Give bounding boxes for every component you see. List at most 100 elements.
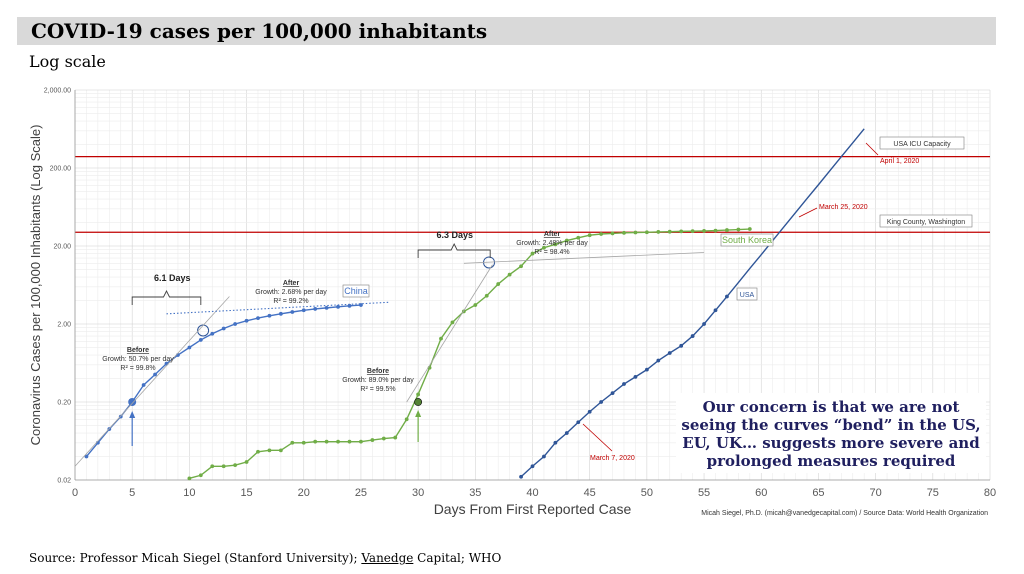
data-point (576, 235, 581, 240)
data-point (736, 227, 741, 232)
icu-capacity-label: USA ICU Capacity (893, 141, 951, 148)
data-point (198, 338, 203, 342)
data-point (84, 454, 89, 459)
data-point (450, 320, 455, 325)
data-point (519, 264, 523, 269)
icu-capacity-label-box (879, 136, 965, 150)
usa-label: USA (740, 292, 755, 299)
data-point (256, 449, 260, 454)
data-point (404, 417, 409, 422)
data-point (702, 229, 706, 233)
x-tick-label: 10 (183, 487, 195, 499)
data-point (141, 383, 146, 387)
data-point (324, 305, 329, 310)
x-tick-label: 5 (129, 487, 135, 499)
march25-label: March 25, 2020 (819, 204, 868, 211)
data-point (644, 367, 649, 372)
data-point (336, 439, 340, 444)
data-point (244, 318, 249, 323)
korea-gap-label: 6.3 Days (436, 230, 473, 240)
korea-after-title: After (544, 231, 561, 238)
china-label-box (342, 284, 370, 298)
korea-arrow-head (415, 410, 422, 417)
data-point (564, 431, 569, 435)
y-axis-label: Coronavirus Cases per 100,000 Inhabitant… (28, 125, 43, 446)
china-label: China (344, 286, 368, 296)
usa-label-box (736, 287, 758, 301)
china-before-r2: R² = 99.8% (120, 365, 155, 372)
april1-label: April 1, 2020 (880, 158, 919, 165)
march7-pointer (582, 423, 613, 452)
x-tick-label: 25 (355, 487, 367, 499)
data-point (244, 460, 249, 464)
data-point (153, 372, 157, 377)
data-point (507, 272, 512, 277)
data-point (233, 463, 238, 468)
data-point (747, 227, 752, 231)
data-point (198, 473, 203, 478)
data-point (610, 391, 615, 396)
data-point (313, 439, 318, 444)
data-point (633, 230, 638, 235)
y-tick-label: 0.20 (57, 400, 71, 407)
data-point (599, 232, 604, 236)
x-tick-label: 20 (298, 487, 310, 499)
data-point (267, 313, 272, 318)
trend-line (74, 296, 230, 467)
korea-after-growth: Growth: 2.48% per day (516, 240, 588, 247)
data-point (359, 439, 363, 444)
china-after-r2: R² = 99.2% (273, 298, 308, 305)
data-point (542, 454, 546, 459)
x-tick-label: 0 (72, 487, 78, 499)
data-point (622, 382, 626, 386)
data-point (667, 351, 672, 355)
data-point (530, 251, 535, 256)
data-point (633, 374, 638, 379)
x-tick-label: 65 (812, 487, 824, 499)
april1-pointer (865, 142, 879, 156)
data-point (690, 229, 695, 234)
data-point (336, 304, 340, 309)
x-axis-label: Days From First Reported Case (434, 501, 632, 517)
chart-axes: 0.02 0.20 2.00 20.00 200.00 2,000.00 0 5 10 15 20 2… (28, 88, 996, 518)
data-point (713, 308, 718, 313)
x-tick-label: 50 (641, 487, 653, 499)
korea-before-growth: Growth: 89.0% per day (342, 377, 414, 384)
data-point (278, 448, 283, 453)
china-gap-brace (131, 289, 202, 305)
source-prefix: Source: Professor Micah Siegel (Stanford… (29, 551, 362, 565)
data-point (324, 439, 329, 444)
data-point (519, 474, 523, 479)
data-point (690, 334, 695, 338)
china-before-growth: Growth: 50.7% per day (102, 356, 174, 363)
data-point (347, 439, 352, 444)
page-subtitle: Log scale (29, 52, 106, 71)
data-point (542, 245, 546, 250)
korea-gap-brace (417, 242, 491, 258)
data-point (587, 409, 592, 414)
data-point (187, 345, 192, 350)
data-point (530, 464, 535, 469)
data-point (370, 438, 375, 442)
data-point (313, 307, 318, 311)
data-point (290, 440, 295, 445)
data-point (221, 326, 226, 331)
data-point (622, 230, 626, 235)
data-point (301, 440, 306, 445)
chart-series (84, 128, 865, 481)
threshold-lines (75, 156, 990, 233)
data-point (553, 242, 558, 247)
data-point (644, 230, 649, 235)
header-bar: COVID-19 cases per 100,000 inhabitants (17, 17, 996, 45)
x-tick-label: 35 (469, 487, 481, 499)
y-tick-label: 0.02 (57, 478, 71, 485)
trend-line (166, 301, 390, 315)
data-point (610, 231, 615, 236)
china-after-title: After (283, 280, 300, 287)
king-county-label: King County, Washington (887, 219, 965, 226)
china-after-growth: Growth: 2.68% per day (255, 289, 327, 296)
march25-pointer (798, 207, 818, 218)
credit-note: Micah Siegel, Ph.D. (micah@vanedgecapita… (701, 510, 988, 517)
data-point (439, 336, 443, 341)
